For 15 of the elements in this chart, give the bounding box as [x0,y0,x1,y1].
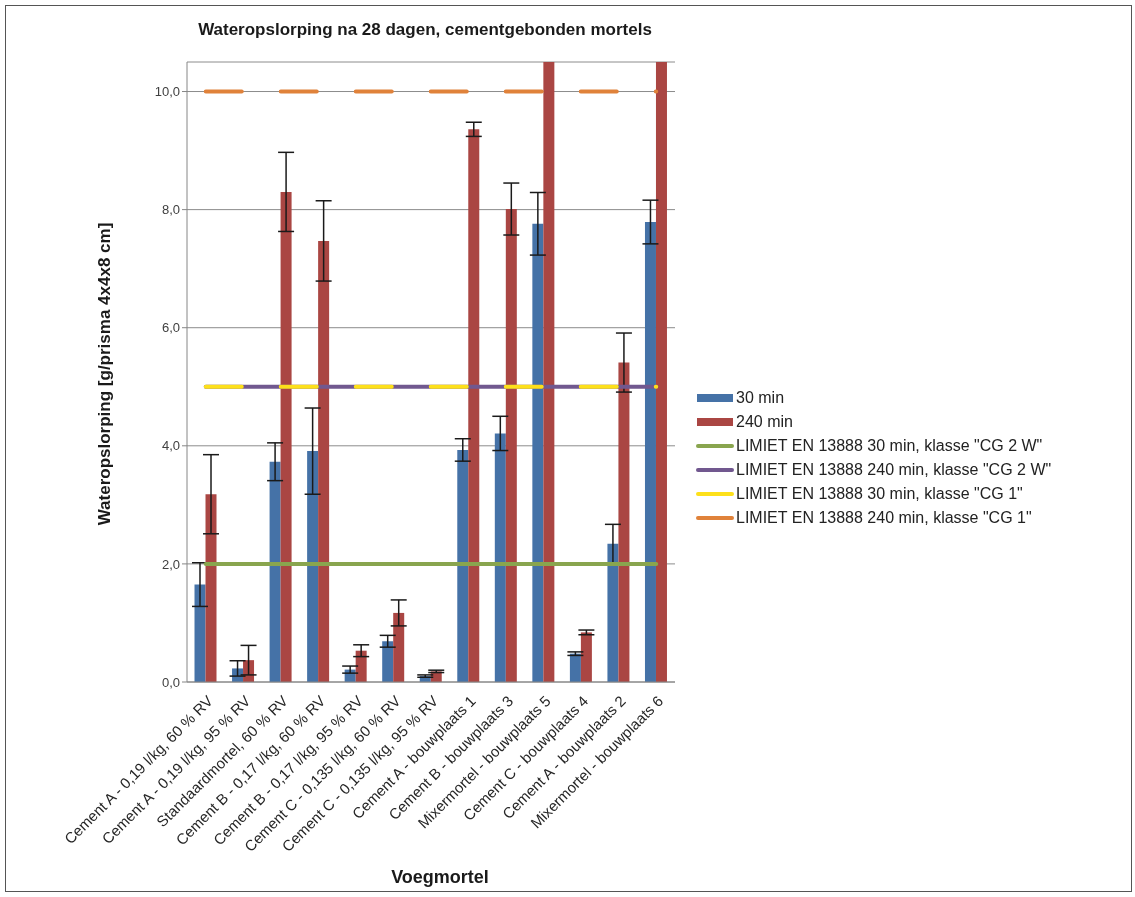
y-tick-label: 6,0 [161,320,180,336]
y-tick-label: 10,0 [154,84,180,100]
legend-label: LIMIET EN 13888 30 min, klasse "CG 2 W" [736,437,1043,455]
y-tick-label: 2,0 [161,556,180,572]
x-axis-title: Voegmortel [390,867,490,888]
y-tick-label: 8,0 [161,202,180,218]
y-axis-title: Wateropslorping [g/prisma 4x4x8 cm] [95,222,115,526]
y-tick-label: 4,0 [161,438,180,454]
y-tick-label: 0,0 [161,674,180,690]
legend-label: LIMIET EN 13888 240 min, klasse "CG 2 W" [736,461,1052,479]
legend-label: 30 min [736,389,785,407]
legend-label: LIMIET EN 13888 240 min, klasse "CG 1" [736,509,1032,527]
legend-label: 240 min [736,413,793,431]
legend-label: LIMIET EN 13888 30 min, klasse "CG 1" [736,485,1023,503]
chart-title: Wateropslorping na 28 dagen, cementgebonden mortels [197,20,653,40]
